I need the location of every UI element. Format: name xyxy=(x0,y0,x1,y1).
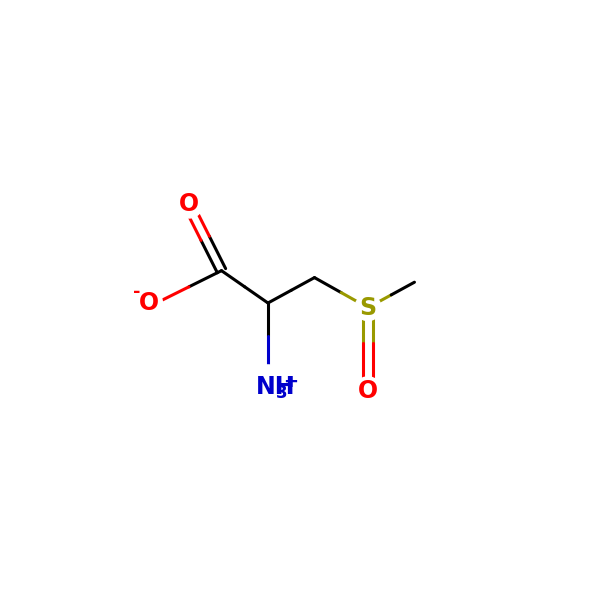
Text: 3: 3 xyxy=(276,383,287,401)
Circle shape xyxy=(134,289,163,317)
Circle shape xyxy=(354,377,382,404)
Text: O: O xyxy=(139,291,158,315)
Text: -: - xyxy=(133,283,140,301)
Circle shape xyxy=(245,365,290,409)
Circle shape xyxy=(355,295,381,320)
Text: O: O xyxy=(358,379,378,403)
Text: O: O xyxy=(179,192,199,216)
Circle shape xyxy=(175,190,203,218)
Text: S: S xyxy=(359,296,377,320)
Text: +: + xyxy=(283,373,298,391)
Text: NH: NH xyxy=(256,375,296,399)
